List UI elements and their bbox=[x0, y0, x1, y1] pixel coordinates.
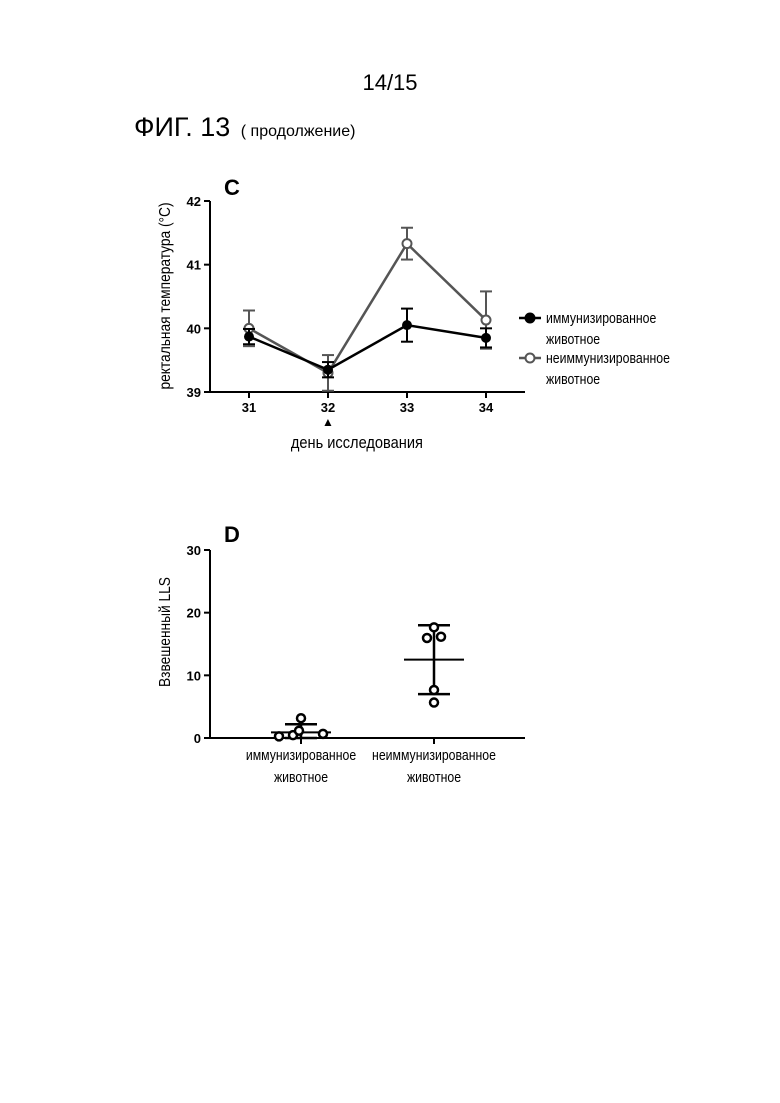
panel-d-data-point bbox=[430, 686, 438, 694]
panel-c-y-axis-title: ректальная температура (°C) bbox=[156, 202, 174, 389]
panel-c-legend-label: иммунизированное bbox=[546, 310, 657, 326]
panel-d-x-category-label: неиммунизированное bbox=[372, 747, 496, 763]
panel-d-y-tick-label: 30 bbox=[187, 543, 201, 558]
panel-d-data-point bbox=[423, 634, 431, 642]
panel-c-x-axis-title: день исследования bbox=[291, 434, 423, 452]
panel-c-legend-label: животное bbox=[546, 371, 600, 387]
panel-c-data-point bbox=[245, 332, 254, 341]
panel-d-data-point bbox=[295, 727, 303, 735]
panel-c-label: C bbox=[224, 175, 240, 200]
panel-d-y-axis-title: Взвешенный LLS bbox=[156, 577, 174, 687]
panel-d-data-point bbox=[297, 714, 305, 722]
panel-d-data-point bbox=[430, 623, 438, 631]
panel-d-x-category-label: животное bbox=[407, 769, 461, 785]
panel-d-data-point bbox=[319, 730, 327, 738]
panel-c-series-line bbox=[249, 244, 486, 373]
panel-c-data-point bbox=[324, 365, 333, 374]
panel-c-x-tick-label: 31 bbox=[242, 400, 256, 415]
panel-c-data-point bbox=[403, 239, 412, 248]
panel-d-data-point bbox=[430, 699, 438, 707]
panel-c-data-point bbox=[482, 333, 491, 342]
panel-c-y-tick-label: 42 bbox=[187, 194, 201, 209]
panel-d-label: D bbox=[224, 522, 240, 547]
panel-d-x-category-label: иммунизированное bbox=[246, 747, 357, 763]
panel-c-data-point bbox=[482, 316, 491, 325]
panel-c-y-tick-label: 41 bbox=[187, 258, 201, 273]
panel-d-data-point bbox=[437, 633, 445, 641]
panel-c-legend-swatch-marker bbox=[526, 314, 535, 323]
panel-d-y-tick-label: 0 bbox=[194, 731, 201, 746]
panel-c-x-tick-label: 33 bbox=[400, 400, 414, 415]
panel-c-y-tick-label: 39 bbox=[187, 385, 201, 400]
panel-c-legend-label: неиммунизированное bbox=[546, 350, 670, 366]
panel-d-x-category-label: животное bbox=[274, 769, 328, 785]
panel-c-legend-label: животное bbox=[546, 331, 600, 347]
panel-c-y-tick-label: 40 bbox=[187, 321, 201, 336]
panel-d-data-point bbox=[275, 732, 283, 740]
panel-d-y-tick-label: 10 bbox=[187, 668, 201, 683]
panel-c-data-point bbox=[403, 321, 412, 330]
panel-c-x-tick-label: 32 bbox=[321, 400, 335, 415]
panel-d-y-tick-label: 20 bbox=[187, 606, 201, 621]
panel-c-x-tick-label: 34 bbox=[479, 400, 494, 415]
panel-c-day-marker: ▲ bbox=[322, 415, 334, 429]
panel-c-legend-swatch-marker bbox=[526, 354, 535, 363]
